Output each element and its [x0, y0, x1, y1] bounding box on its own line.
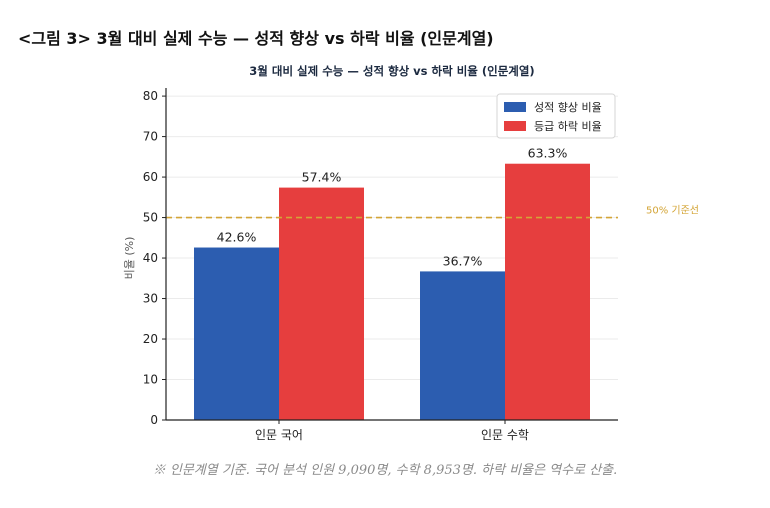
footnote: ※ 인문계열 기준. 국어 분석 인원 9,090명, 수학 8,953명. 하…: [152, 463, 618, 478]
data-label: 57.4%: [302, 170, 342, 185]
bar-decline: [505, 163, 590, 420]
data-label: 42.6%: [217, 230, 257, 245]
bar-improve: [420, 271, 505, 420]
x-tick-label: 인문 수학: [481, 428, 529, 442]
data-label: 63.3%: [528, 146, 568, 161]
legend-box: [496, 93, 616, 139]
y-tick-label: 10: [143, 373, 158, 387]
legend-label: 성적 향상 비율: [534, 101, 602, 114]
y-axis-label: 비율 (%): [123, 237, 136, 280]
y-tick-label: 40: [143, 251, 158, 265]
y-tick-label: 50: [143, 211, 158, 225]
y-tick-label: 80: [143, 89, 158, 103]
axes: 0 10 20 30 40 50 60 70 80 인문 국어 인문 수학: [143, 88, 618, 442]
y-tick-label: 0: [150, 413, 158, 427]
y-tick-label: 60: [143, 170, 158, 184]
x-tick-label: 인문 국어: [255, 428, 303, 442]
bars: [194, 163, 590, 420]
y-tick-label: 30: [143, 292, 158, 306]
bar-decline: [279, 187, 364, 420]
y-tick-label: 20: [143, 332, 158, 346]
figure-title: <그림 3> 3월 대비 실제 수능 — 성적 향상 vs 하락 비율 (인문계…: [18, 29, 494, 48]
chart-title: 3월 대비 실제 수능 — 성적 향상 vs 하락 비율 (인문계열): [249, 64, 534, 78]
reference-line-group: 50% 기준선: [166, 205, 699, 219]
bar-improve: [194, 247, 279, 420]
data-labels: 42.6% 57.4% 36.7% 63.3%: [217, 146, 568, 269]
legend-label: 등급 하락 비율: [534, 119, 602, 133]
data-label: 36.7%: [443, 253, 483, 268]
legend-swatch: [504, 121, 526, 131]
reference-line-label: 50% 기준선: [646, 205, 699, 217]
y-tick-label: 70: [143, 130, 158, 144]
bar-chart: 50% 기준선 0 10 20 30 40 50 60 70 80 인문 국어 인문 수학 42.6…: [123, 64, 699, 442]
legend-swatch: [504, 102, 526, 112]
